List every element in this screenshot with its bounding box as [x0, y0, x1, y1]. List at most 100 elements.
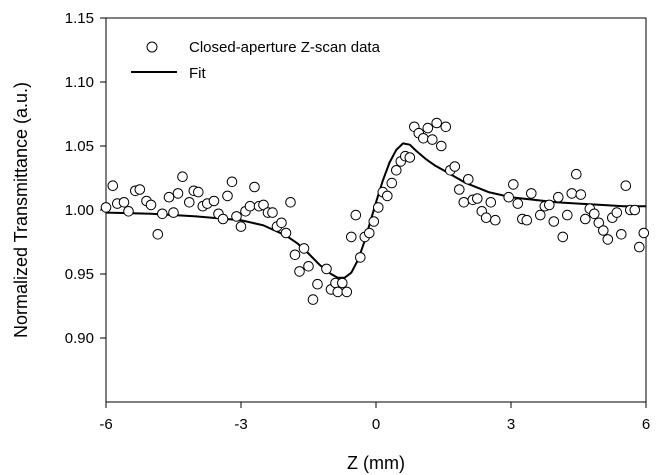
y-tick-label: 1.10	[65, 74, 94, 91]
x-tick-label: 0	[372, 416, 380, 433]
data-point	[382, 190, 393, 202]
data-point	[172, 188, 184, 199]
data-point	[163, 191, 175, 203]
data-point	[620, 180, 632, 191]
data-point	[611, 207, 623, 218]
data-point	[490, 214, 501, 226]
data-point	[226, 176, 238, 188]
data-point	[118, 197, 130, 208]
data-point	[341, 286, 353, 298]
x-tick-label: -6	[99, 416, 112, 433]
data-point	[100, 202, 112, 213]
data-point	[249, 181, 260, 193]
x-tick-label: 6	[642, 416, 650, 433]
y-tick-label: 1.05	[65, 138, 94, 155]
data-point	[463, 174, 474, 185]
data-point	[485, 197, 497, 208]
data-point	[598, 225, 609, 236]
legend-marker-data	[146, 41, 158, 53]
data-point	[472, 193, 483, 204]
data-point	[391, 165, 402, 176]
data-point	[449, 161, 461, 172]
data-point	[364, 227, 375, 239]
data-point	[593, 217, 605, 229]
data-point	[337, 277, 348, 289]
data-point	[521, 214, 533, 226]
x-tick-label: 3	[507, 416, 515, 433]
data-point	[107, 180, 119, 191]
data-point	[332, 286, 344, 298]
data-series	[100, 117, 650, 305]
data-point	[307, 294, 319, 305]
axis-ticks	[100, 17, 647, 408]
data-point	[480, 212, 492, 223]
data-point	[177, 171, 188, 182]
legend-label-data: Closed-aperture Z-scan data	[189, 39, 381, 56]
y-tick-labels: 0.90 0.95 1.00 1.05 1.10 1.15	[65, 10, 94, 347]
data-point	[217, 213, 229, 225]
data-point	[508, 179, 519, 190]
data-point	[404, 152, 416, 163]
data-point	[562, 209, 573, 221]
data-point	[580, 213, 591, 225]
data-point	[458, 197, 470, 208]
data-point	[553, 191, 564, 203]
data-point	[638, 227, 650, 239]
legend-label-fit: Fit	[189, 65, 206, 82]
data-point	[157, 208, 168, 220]
data-point	[350, 209, 362, 221]
data-point	[145, 199, 157, 211]
data-point	[258, 199, 269, 211]
data-point	[244, 200, 256, 212]
data-point	[276, 217, 287, 229]
data-point	[503, 191, 515, 203]
data-point	[235, 221, 247, 232]
data-point	[634, 241, 645, 253]
data-point	[589, 208, 600, 220]
data-point	[526, 188, 537, 199]
data-point	[602, 234, 614, 245]
data-point	[321, 263, 332, 275]
data-point	[298, 243, 310, 254]
data-point	[208, 195, 220, 207]
data-point	[544, 199, 555, 211]
x-tick-label: -3	[234, 416, 247, 433]
data-point	[440, 121, 452, 133]
data-point	[168, 207, 179, 218]
data-point	[280, 227, 292, 239]
data-point	[535, 209, 546, 221]
data-point	[346, 231, 357, 243]
data-point	[373, 202, 384, 213]
data-point	[368, 216, 380, 227]
data-point	[418, 133, 429, 144]
data-point	[285, 197, 296, 208]
legend: Closed-aperture Z-scan data Fit	[131, 39, 381, 82]
data-point	[512, 198, 524, 209]
data-point	[548, 216, 560, 227]
y-tick-label: 1.00	[65, 202, 94, 219]
data-point	[303, 261, 314, 272]
data-point	[571, 168, 582, 180]
data-point	[184, 197, 195, 208]
data-point	[386, 177, 398, 189]
data-point	[152, 229, 164, 240]
data-point	[422, 122, 434, 134]
data-point	[454, 184, 465, 195]
data-point	[616, 229, 627, 240]
data-point	[629, 204, 641, 216]
data-point	[575, 189, 587, 200]
data-point	[436, 140, 447, 152]
data-point	[312, 278, 323, 290]
data-point	[289, 249, 301, 261]
y-axis-title: Normalized Transmittance (a.u.)	[11, 82, 31, 338]
data-point	[231, 211, 242, 222]
y-tick-label: 1.15	[65, 10, 94, 27]
y-tick-label: 0.90	[65, 330, 94, 347]
data-point	[566, 188, 578, 199]
data-point	[431, 117, 443, 129]
data-point	[123, 206, 134, 217]
data-point	[222, 190, 233, 202]
data-point	[427, 134, 438, 145]
data-point	[267, 207, 278, 218]
